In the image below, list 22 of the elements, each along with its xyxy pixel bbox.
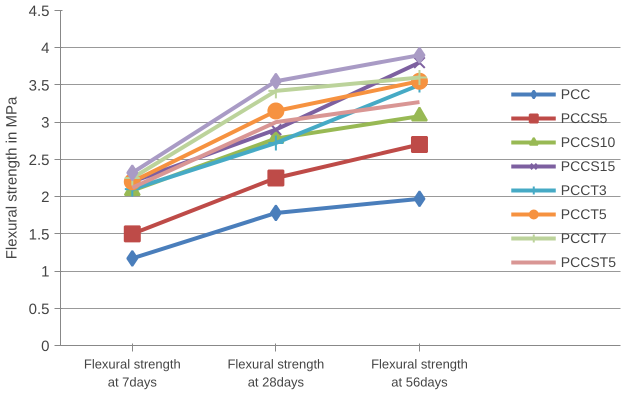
- legend-label: PCCS10: [560, 134, 616, 150]
- y-tick-label: 0.5: [28, 300, 50, 318]
- y-tick-label: 1: [41, 264, 50, 281]
- y-axis-title: Flexural strength in MPa: [4, 96, 21, 260]
- legend-label: PCCS15: [560, 158, 616, 174]
- legend-label: PCCT7: [560, 230, 607, 246]
- y-tick-label: 1.5: [28, 226, 50, 244]
- x-tick-label: Flexural strength at 28days: [227, 356, 324, 390]
- legend-label: PCCS5: [560, 110, 608, 126]
- y-tick-label: 0: [41, 338, 50, 355]
- legend-label: PCCT5: [560, 206, 607, 222]
- y-tick-label: 2: [41, 189, 50, 206]
- x-tick-label: Flexural strength at 7days: [84, 356, 181, 390]
- y-tick-label: 2.5: [28, 152, 50, 169]
- y-tick-label: 3: [41, 114, 50, 132]
- x-tick-label: Flexural strength at 56days: [371, 356, 468, 390]
- legend-label: PCC: [560, 86, 590, 102]
- y-tick-label: 4: [41, 40, 50, 58]
- legend-label: PCCST5: [560, 254, 616, 270]
- legend-label: PCCT3: [560, 182, 607, 198]
- y-tick-label: 4.5: [28, 3, 50, 20]
- y-tick-label: 3.5: [28, 77, 50, 94]
